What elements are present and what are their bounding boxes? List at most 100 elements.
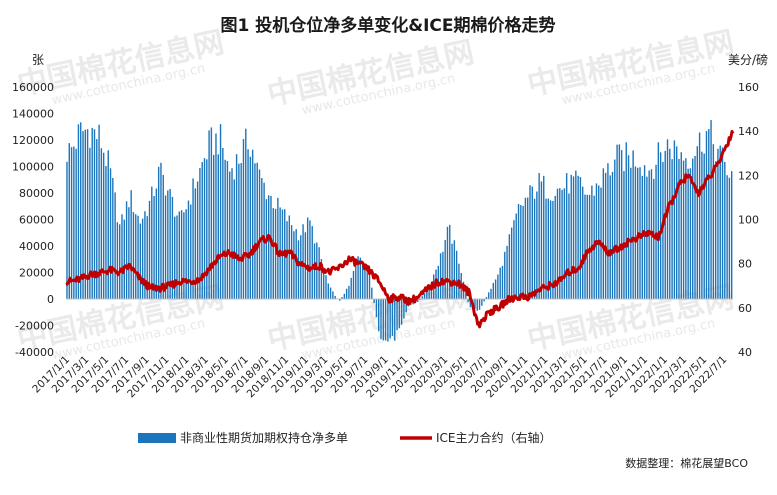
y-left-tick-label: 60000 [19, 214, 54, 227]
bar [307, 217, 308, 299]
bar [591, 186, 592, 299]
bar [612, 172, 613, 299]
bar [220, 124, 221, 299]
bar [477, 299, 478, 311]
bar [573, 176, 574, 299]
bar [160, 163, 161, 299]
bar [376, 299, 377, 317]
bar [231, 168, 232, 299]
legend-label-line: ICE主力合约（右轴） [436, 430, 552, 445]
bar [250, 157, 251, 299]
source-note: 数据整理：棉花展望BCO [625, 456, 748, 470]
y-left-tick-label: 160000 [12, 81, 54, 94]
bar [328, 283, 329, 299]
bar [392, 299, 393, 336]
bar [222, 148, 223, 299]
bar [456, 251, 457, 299]
bar [575, 171, 576, 299]
bar [522, 206, 523, 299]
bar [87, 129, 88, 299]
bar [584, 195, 585, 299]
bar [247, 149, 248, 299]
bar [353, 271, 354, 299]
bar [534, 199, 535, 299]
bar [380, 299, 381, 339]
bar [126, 201, 127, 299]
bar [621, 150, 622, 299]
bar [227, 161, 228, 299]
bar [325, 275, 326, 299]
bar [722, 147, 723, 299]
bar [706, 131, 707, 299]
bar [509, 234, 510, 299]
bar [240, 163, 241, 299]
bar [394, 299, 395, 341]
bar [424, 293, 425, 299]
bar [697, 146, 698, 299]
bar [543, 176, 544, 299]
bar [309, 220, 310, 299]
y-right-unit-label: 美分/磅 [728, 52, 768, 67]
bar [655, 165, 656, 299]
bar [731, 171, 732, 299]
bar [142, 219, 143, 299]
bar [396, 299, 397, 330]
bar [614, 160, 615, 299]
bar [726, 175, 727, 299]
y-left-tick-label: 0 [47, 293, 54, 306]
bar [206, 159, 207, 299]
bar [529, 185, 530, 299]
bar [254, 163, 255, 299]
bar [355, 262, 356, 299]
bar [78, 124, 79, 299]
bar [488, 292, 489, 299]
y-left-tick-label: -20000 [15, 320, 54, 333]
bar [105, 166, 106, 299]
y-right-tick-label: 140 [738, 125, 759, 138]
bar [121, 214, 122, 299]
bar [630, 168, 631, 299]
bar [520, 205, 521, 299]
bar [506, 246, 507, 299]
bar [603, 168, 604, 299]
x-axis: 2017/1/12017/3/12017/5/12017/7/12017/9/1… [30, 354, 729, 401]
bar [538, 173, 539, 299]
bar [385, 299, 386, 340]
bar [715, 161, 716, 299]
bar [490, 289, 491, 299]
y-right-tick-label: 120 [738, 169, 759, 182]
bar [587, 195, 588, 299]
bar [632, 150, 633, 299]
bar [582, 187, 583, 299]
bar [717, 149, 718, 299]
bar [85, 130, 86, 299]
bar [346, 289, 347, 299]
bar [665, 151, 666, 299]
y-left-tick-label: 140000 [12, 108, 54, 121]
bar [373, 299, 374, 303]
y-right-tick-label: 80 [738, 258, 752, 271]
bar [518, 204, 519, 299]
bar [286, 221, 287, 299]
y-right-tick-label: 60 [738, 302, 752, 315]
bar [378, 299, 379, 331]
bar [124, 220, 125, 299]
bar [101, 148, 102, 299]
bar [234, 179, 235, 299]
bar [687, 169, 688, 299]
bar [449, 225, 450, 299]
bar [497, 275, 498, 300]
bar [268, 195, 269, 299]
bar [610, 175, 611, 299]
bar [525, 198, 526, 299]
bar [516, 214, 517, 300]
bar [185, 209, 186, 299]
bar [259, 170, 260, 299]
bar [442, 252, 443, 299]
bar [667, 139, 668, 299]
bar [119, 224, 120, 299]
bar [724, 162, 725, 299]
bar [451, 244, 452, 299]
